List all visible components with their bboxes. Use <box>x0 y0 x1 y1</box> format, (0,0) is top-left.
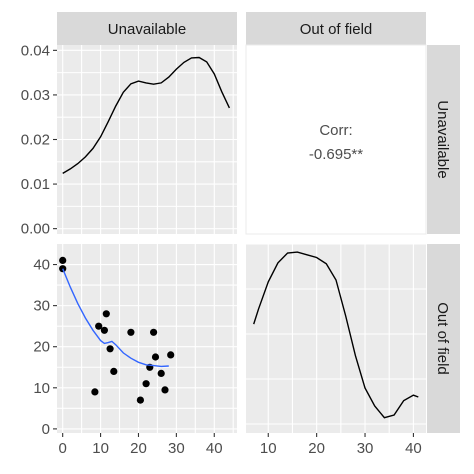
x-tick-label: 40 <box>206 440 223 457</box>
density-line-unavailable <box>62 56 231 175</box>
x-tick-label: 30 <box>168 440 185 457</box>
correlation-panel: Corr: -0.695** <box>245 44 427 235</box>
scatter-point <box>167 351 175 359</box>
panel-background <box>246 244 426 433</box>
scatter-point <box>142 380 150 388</box>
strip-label-out-of-field-top: Out of field <box>300 21 373 38</box>
y-tick-label: 0 <box>42 421 50 438</box>
panel-background <box>57 244 237 433</box>
strip-top-right <box>246 12 426 45</box>
strip-label-unavailable-right: Unavailable <box>434 100 451 178</box>
y-tick-label: 0.00 <box>21 221 50 238</box>
y-tick-label: 0.04 <box>21 42 50 59</box>
scatter-point <box>136 396 144 404</box>
x-tick-label: 10 <box>260 440 277 457</box>
scatter-point <box>161 386 169 394</box>
scatter-point <box>157 369 165 377</box>
y-tick-label: 20 <box>33 339 50 356</box>
y-tick-label: 40 <box>33 257 50 274</box>
density-panel-out-of-field <box>243 243 426 433</box>
density-line-out-of-field <box>253 251 419 419</box>
scatter-point <box>100 326 108 334</box>
density-panel-unavailable <box>57 45 237 234</box>
panel-background <box>245 44 427 235</box>
strip-right-bottom <box>427 244 460 433</box>
x-tick-label: 30 <box>357 440 374 457</box>
y-tick-label: 10 <box>33 380 50 397</box>
scatter-point <box>150 328 158 336</box>
x-tick-label: 10 <box>92 440 109 457</box>
strip-right-top <box>427 45 460 234</box>
scatter-point <box>151 353 160 361</box>
x-tick-label: 20 <box>130 440 147 457</box>
scatter-point <box>91 388 99 396</box>
corr-value: -0.695** <box>309 146 363 163</box>
scatter-point <box>95 322 103 330</box>
scatter-panel <box>57 244 237 433</box>
x-tick-label: 0 <box>59 440 67 457</box>
strip-label-unavailable-top: Unavailable <box>108 21 186 38</box>
y-tick-label: 30 <box>33 298 50 315</box>
scatter-point <box>127 328 135 336</box>
strip-top-left <box>57 12 237 45</box>
y-tick-label: 0.01 <box>21 176 50 193</box>
scatter-point <box>110 367 118 375</box>
y-tick-label: 0.02 <box>21 132 50 149</box>
strip-label-out-of-field-right: Out of field <box>434 302 451 375</box>
smooth-line <box>62 268 169 368</box>
corr-label: Corr: <box>319 122 352 139</box>
x-tick-label: 40 <box>405 440 422 457</box>
scatter-point <box>102 310 110 318</box>
y-tick-label: 0.03 <box>21 87 50 104</box>
scatter-point <box>59 256 67 264</box>
x-tick-label: 20 <box>308 440 325 457</box>
scatter-point <box>106 345 114 353</box>
